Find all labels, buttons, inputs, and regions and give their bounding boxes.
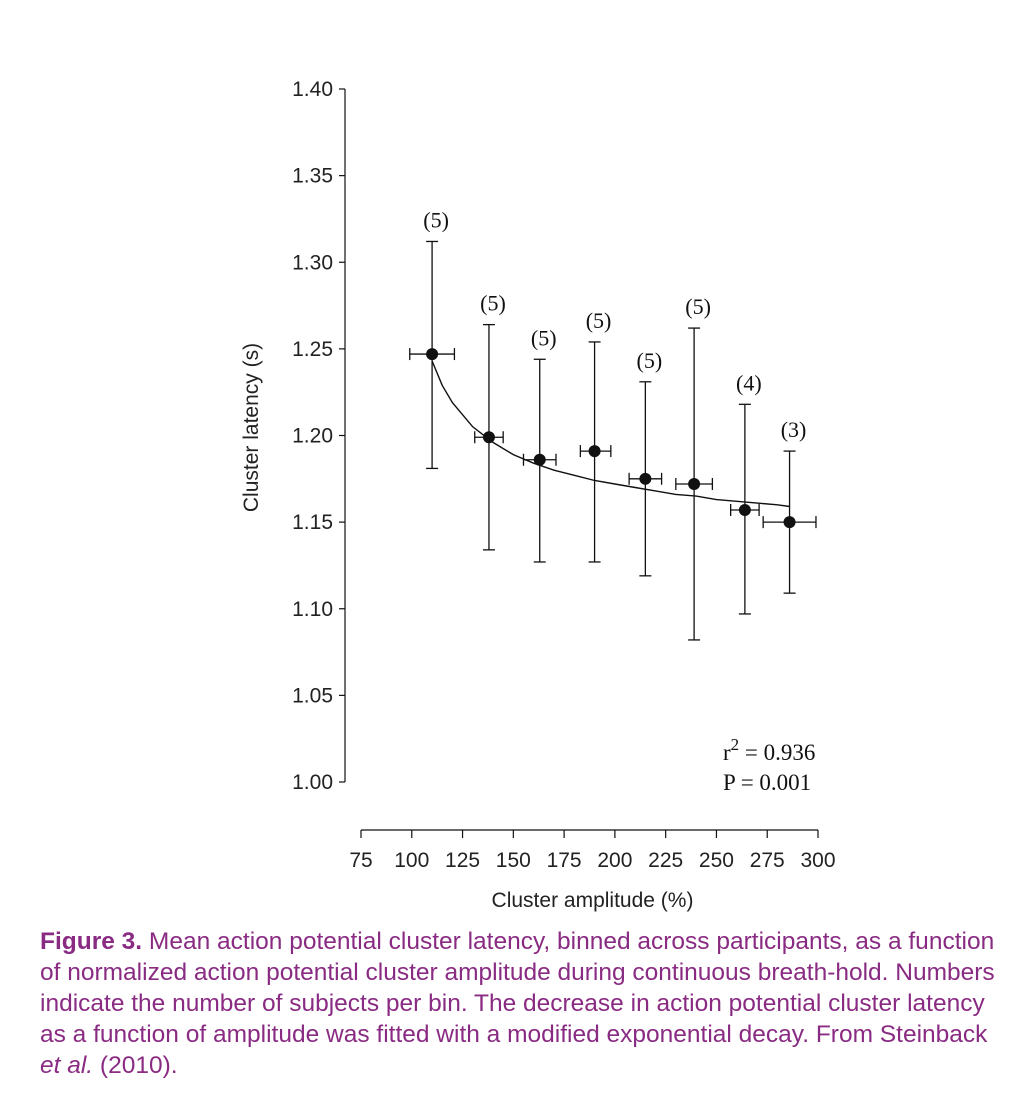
y-tick-label: 1.20 bbox=[292, 425, 333, 448]
x-tick-label: 200 bbox=[597, 849, 632, 872]
caption-italic: et al. bbox=[40, 1052, 94, 1079]
data-point-group: (5) bbox=[474, 291, 506, 551]
x-tick-label: 75 bbox=[349, 849, 372, 872]
x-tick-label: 150 bbox=[496, 849, 531, 872]
y-tick-label: 1.00 bbox=[292, 771, 333, 794]
x-tick-label: 125 bbox=[445, 849, 480, 872]
y-tick-label: 1.05 bbox=[292, 684, 333, 707]
x-tick-label: 225 bbox=[648, 849, 683, 872]
y-tick-label: 1.35 bbox=[292, 165, 333, 188]
sample-size-label: (5) bbox=[685, 294, 711, 319]
r-squared-label: r2 = 0.936 bbox=[723, 735, 815, 765]
data-point-marker bbox=[783, 516, 796, 529]
caption-label: Figure 3. bbox=[40, 928, 143, 955]
x-tick-label: 100 bbox=[394, 849, 429, 872]
fit-curve bbox=[431, 360, 790, 508]
data-point-group: (3) bbox=[762, 417, 817, 594]
caption-text: Mean action potential cluster latency, b… bbox=[40, 928, 995, 1048]
x-axis-title: Cluster amplitude (%) bbox=[492, 889, 694, 912]
sample-size-label: (5) bbox=[480, 291, 506, 316]
y-tick-label: 1.25 bbox=[292, 338, 333, 361]
data-point-marker bbox=[426, 348, 439, 361]
sample-size-label: (3) bbox=[781, 417, 807, 442]
data-point-group: (4) bbox=[730, 370, 762, 615]
data-point-group: (5) bbox=[409, 207, 456, 470]
data-point-group: (5) bbox=[579, 308, 612, 563]
data-point-group: (5) bbox=[675, 294, 714, 641]
data-point-marker bbox=[482, 431, 495, 444]
sample-size-label: (5) bbox=[637, 348, 663, 373]
sample-size-label: (5) bbox=[423, 207, 449, 232]
y-tick-label: 1.40 bbox=[292, 78, 333, 101]
caption-text-end: (2010). bbox=[93, 1052, 178, 1079]
sample-size-label: (5) bbox=[586, 308, 612, 333]
y-axis: 1.00 1.05 1.10 1.15 1.20 1.25 1.30 1.35 1.40 bbox=[292, 78, 346, 794]
x-tick-label: 175 bbox=[547, 849, 582, 872]
figure-caption: Figure 3. Mean action potential cluster … bbox=[40, 926, 1005, 1081]
data-point-marker bbox=[588, 445, 601, 458]
y-tick-label: 1.10 bbox=[292, 598, 333, 621]
x-tick-label: 250 bbox=[699, 849, 734, 872]
data-point-group: (5) bbox=[522, 325, 557, 563]
y-axis-title: Cluster latency (s) bbox=[240, 343, 263, 512]
y-tick-label: 1.15 bbox=[292, 511, 333, 534]
data-points: (5) (5) (5) (5) (5) (5) (4) (3) bbox=[409, 207, 817, 641]
data-point-marker bbox=[533, 453, 546, 466]
data-point-marker bbox=[639, 472, 652, 485]
chart-canvas: 1.00 1.05 1.10 1.15 1.20 1.25 1.30 1.35 1.40 75 1… bbox=[240, 78, 836, 912]
x-tick-label: 300 bbox=[800, 849, 835, 872]
sample-size-label: (4) bbox=[736, 370, 762, 395]
data-point-marker bbox=[688, 478, 701, 491]
x-tick-label: 275 bbox=[750, 849, 785, 872]
x-axis: 75 100 125 150 175 200 225 250 275 300 bbox=[349, 829, 836, 872]
data-point-group: (5) bbox=[628, 348, 663, 577]
y-tick-label: 1.30 bbox=[292, 251, 333, 274]
data-point-marker bbox=[738, 503, 751, 516]
p-value-label: P = 0.001 bbox=[723, 770, 811, 795]
sample-size-label: (5) bbox=[531, 325, 557, 350]
